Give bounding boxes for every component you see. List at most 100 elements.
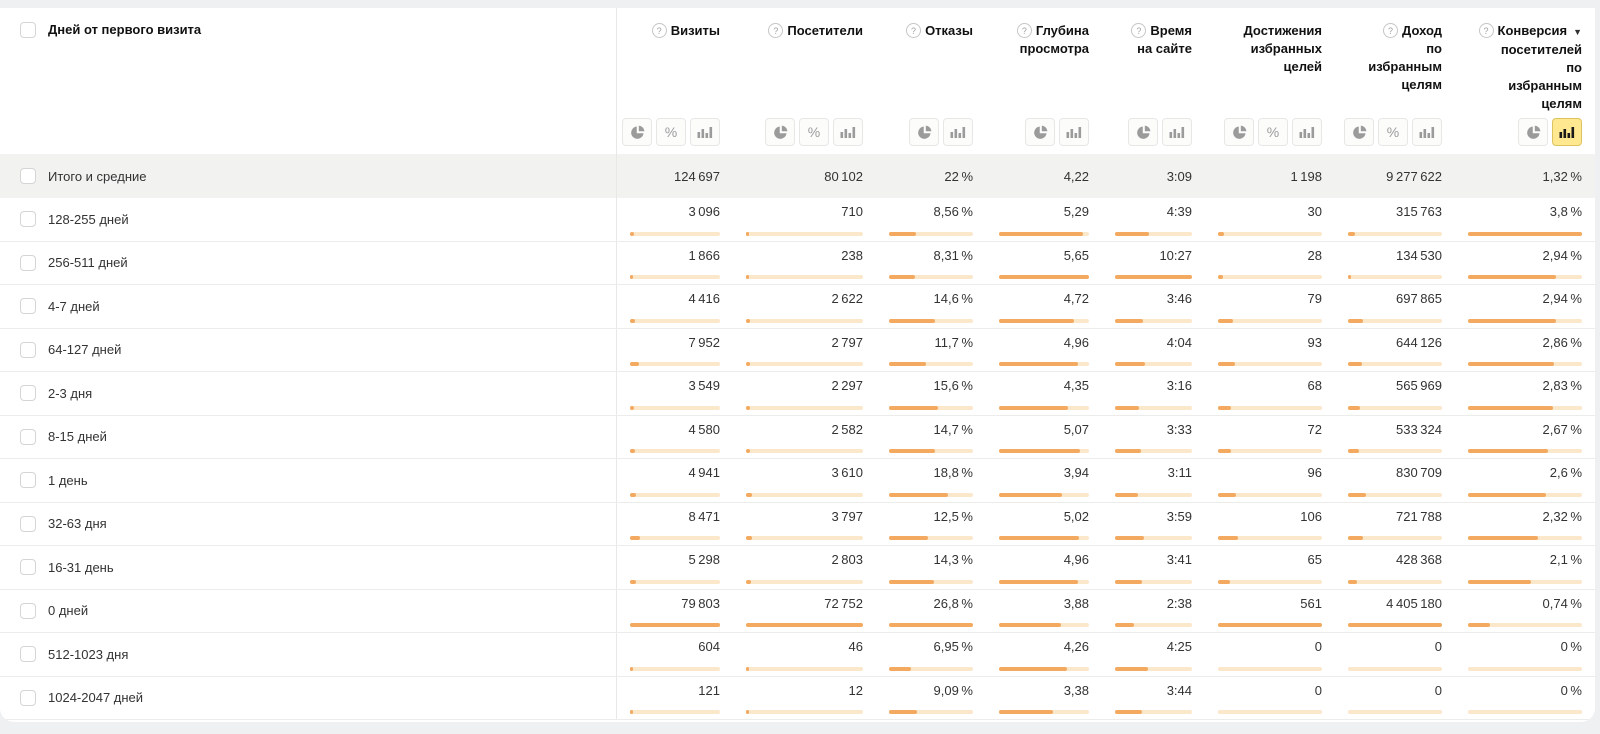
- bar-chart-toggle[interactable]: [1162, 118, 1192, 146]
- metric-value: 11,7 %: [934, 334, 974, 350]
- table-row: 0 дней 79 803 72 752 26,8 % 3,88 2:38 56…: [0, 589, 1595, 633]
- metric-cell: 4,72: [986, 285, 1102, 328]
- row-checkbox[interactable]: [20, 211, 36, 228]
- value-bar-fill: [746, 449, 751, 453]
- metric-value: 533 324: [1396, 421, 1442, 437]
- metric-column-header[interactable]: ? Конверсия ▼ посетителей по избранным цел…: [1455, 8, 1595, 154]
- value-bar: [1348, 405, 1442, 410]
- value-bar-fill: [999, 710, 1053, 714]
- metric-column-header[interactable]: ? Посетители %: [733, 8, 876, 154]
- metric-value: 4 416: [688, 291, 720, 306]
- metric-value: 2 297: [831, 378, 863, 393]
- metric-cell: 68: [1205, 372, 1335, 415]
- metric-cell: 721 788: [1335, 503, 1455, 546]
- display-mode-toggles: [1025, 118, 1089, 146]
- row-checkbox[interactable]: [20, 385, 36, 402]
- metric-value: 46: [848, 639, 863, 654]
- metric-header-label[interactable]: ? Визиты: [630, 22, 720, 40]
- row-checkbox[interactable]: [20, 646, 36, 663]
- metric-cell: 18,8 %: [876, 459, 986, 502]
- dimension-header-cell: Дней от первого визита: [0, 8, 617, 154]
- pie-chart-toggle[interactable]: [1224, 118, 1254, 146]
- value-bar-fill: [1115, 449, 1142, 453]
- metric-value: 4,35: [1063, 378, 1089, 393]
- value-bar: [999, 536, 1089, 540]
- row-checkbox[interactable]: [20, 254, 36, 271]
- value-bar: [630, 362, 720, 366]
- row-checkbox[interactable]: [20, 168, 36, 184]
- row-checkbox[interactable]: [20, 602, 36, 619]
- percent-toggle[interactable]: %: [656, 118, 686, 146]
- metric-value: 4,96: [1063, 334, 1089, 350]
- metric-header-label[interactable]: Достижения избранных целей: [1243, 23, 1322, 74]
- pie-chart-toggle[interactable]: [622, 118, 652, 146]
- help-icon[interactable]: ?: [651, 23, 667, 39]
- percent-toggle[interactable]: %: [1258, 118, 1288, 146]
- row-checkbox[interactable]: [20, 298, 36, 315]
- metric-cell: 14,3 %: [876, 546, 986, 589]
- table-row: 64-127 дней 7 952 2 797 11,7 % 4,96 4:04…: [0, 328, 1595, 372]
- percent-icon: %: [664, 124, 678, 140]
- metric-header-label[interactable]: ? Посетители: [746, 22, 863, 40]
- metric-cell: 1,32 %: [1455, 154, 1595, 198]
- select-all-checkbox[interactable]: [20, 22, 36, 38]
- metric-column-header[interactable]: ? Глубина просмотра: [986, 8, 1102, 154]
- metric-column-header[interactable]: ? Визиты %: [617, 8, 733, 154]
- bar-chart-toggle[interactable]: [1059, 118, 1089, 146]
- metric-column-header[interactable]: Достижения избранных целей %: [1205, 8, 1335, 154]
- metric-value: 3:41: [1166, 552, 1192, 567]
- metric-header-label[interactable]: ? Отказы: [889, 22, 973, 40]
- bar-chart-toggle[interactable]: [1552, 118, 1582, 146]
- row-checkbox[interactable]: [20, 472, 36, 489]
- row-checkbox[interactable]: [20, 515, 36, 532]
- value-bar: [1468, 318, 1582, 323]
- pie-chart-toggle[interactable]: [909, 118, 939, 146]
- metric-cell: 4,22: [986, 154, 1102, 198]
- row-checkbox[interactable]: [20, 428, 36, 445]
- value-bar-fill: [1468, 275, 1557, 279]
- help-icon[interactable]: ?: [1383, 23, 1399, 39]
- metric-header-label[interactable]: ? Конверсия ▼ посетителей по избранным цел…: [1468, 22, 1582, 113]
- metric-value: 68: [1307, 378, 1322, 393]
- bar-chart-toggle[interactable]: [833, 118, 863, 146]
- metric-cell: 533 324: [1335, 416, 1455, 459]
- percent-toggle[interactable]: %: [1378, 118, 1408, 146]
- row-checkbox[interactable]: [20, 689, 36, 706]
- help-icon[interactable]: ?: [1131, 23, 1147, 39]
- help-icon[interactable]: ?: [768, 23, 784, 39]
- row-checkbox[interactable]: [20, 341, 36, 358]
- row-checkbox[interactable]: [20, 559, 36, 576]
- value-bar: [999, 275, 1089, 279]
- pie-chart-toggle[interactable]: [1025, 118, 1055, 146]
- bar-chart-toggle[interactable]: [1412, 118, 1442, 146]
- pie-chart-toggle[interactable]: [1344, 118, 1374, 146]
- pie-chart-toggle[interactable]: [765, 118, 795, 146]
- value-bar: [1468, 362, 1582, 366]
- metric-column-header[interactable]: ? Время на сайте: [1102, 8, 1205, 154]
- bar-chart-toggle[interactable]: [690, 118, 720, 146]
- help-icon[interactable]: ?: [1478, 23, 1494, 39]
- metric-value: 3,38: [1063, 682, 1089, 698]
- metric-column-header[interactable]: ? Отказы: [876, 8, 986, 154]
- bar-chart-toggle[interactable]: [943, 118, 973, 146]
- metric-cell: 2,32 %: [1455, 503, 1595, 546]
- metric-header-label[interactable]: ? Глубина просмотра: [999, 22, 1089, 58]
- value-bar: [1348, 710, 1442, 714]
- bar-chart-toggle[interactable]: [1292, 118, 1322, 146]
- help-icon[interactable]: ?: [1016, 23, 1032, 39]
- value-bar-fill: [746, 492, 752, 497]
- value-bar: [746, 362, 863, 366]
- value-bar: [1218, 710, 1322, 714]
- pie-chart-toggle[interactable]: [1518, 118, 1548, 146]
- metric-cell: 2,94 %: [1455, 242, 1595, 285]
- help-icon[interactable]: ?: [906, 23, 922, 39]
- metric-header-label[interactable]: ? Доход по избранным целям: [1368, 23, 1442, 92]
- metric-header-label[interactable]: ? Время на сайте: [1115, 22, 1192, 58]
- value-bar: [1218, 492, 1322, 497]
- value-bar-fill: [1348, 275, 1351, 279]
- pie-chart-toggle[interactable]: [1128, 118, 1158, 146]
- value-bar-fill: [999, 492, 1062, 497]
- percent-toggle[interactable]: %: [799, 118, 829, 146]
- metric-column-header[interactable]: ? Доход по избранным целям %: [1335, 8, 1455, 154]
- metric-value: 22 %: [944, 168, 973, 184]
